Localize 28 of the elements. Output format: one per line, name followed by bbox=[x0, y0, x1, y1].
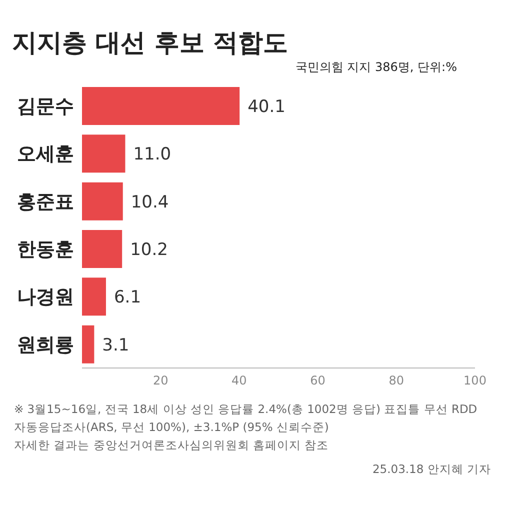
data-label: 10.4 bbox=[130, 192, 169, 212]
text: ※ 3월15~16일, 전국 18세 이상 성인 응답률 2.4%(총 1002명 응답) 표집틀 무선 RDD 자동응답조사(ARS, 무선 100%), ±3.1%P (95% 신뢰수준) bbox=[14, 401, 478, 436]
y-tick-label: 김문수 bbox=[17, 96, 74, 118]
bar bbox=[82, 134, 126, 173]
data-label: 3.1 bbox=[102, 335, 130, 356]
chart-title: 지지층 대선 후보 적합도 bbox=[11, 27, 290, 59]
x-tick-label: 80 bbox=[388, 374, 404, 388]
bar bbox=[82, 230, 122, 268]
bar bbox=[82, 278, 106, 316]
x-tick-label: 60 bbox=[310, 374, 326, 388]
bar bbox=[82, 182, 123, 220]
x-tick-label: 20 bbox=[152, 374, 168, 388]
text: 25.03.18 안지혜 기자 bbox=[371, 461, 491, 478]
x-tick-label: 100 bbox=[464, 374, 486, 388]
y-tick-label: 나경원 bbox=[17, 286, 74, 308]
text: 자세한 결과는 중앙선거여론조사심의위원회 홈페이지 참조 bbox=[14, 437, 330, 454]
x-tick-label: 40 bbox=[232, 374, 247, 388]
bar bbox=[82, 87, 240, 125]
data-label: 11.0 bbox=[133, 144, 172, 165]
bar bbox=[82, 325, 94, 364]
y-tick-label: 원희룡 bbox=[17, 334, 74, 356]
data-label: 10.2 bbox=[130, 240, 168, 260]
y-tick-label: 오세훈 bbox=[17, 143, 74, 166]
y-tick-label: 한동훈 bbox=[17, 238, 74, 261]
chart-subtitle: 국민의힘 지지 386명, 단위:% bbox=[294, 59, 458, 76]
y-tick-label: 홍준표 bbox=[17, 190, 74, 213]
data-label: 6.1 bbox=[114, 288, 142, 308]
data-label: 40.1 bbox=[248, 97, 286, 118]
